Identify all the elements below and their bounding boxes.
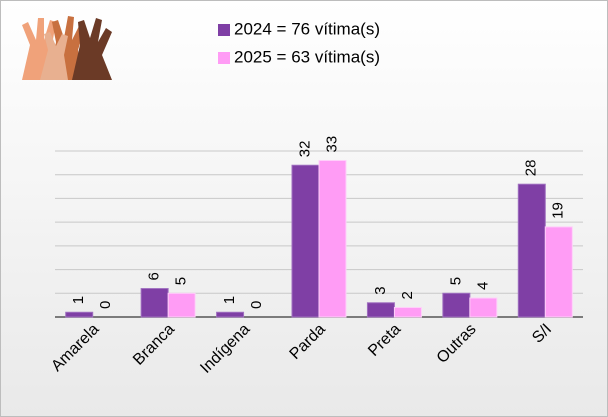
legend-swatch	[218, 52, 230, 64]
bar	[517, 183, 546, 318]
bar	[366, 302, 395, 318]
bar	[140, 288, 169, 318]
legend-swatch	[218, 24, 230, 36]
legend-label: 2024 = 76 vítima(s)	[234, 19, 380, 38]
value-label: 33	[323, 136, 340, 153]
value-label: 28	[523, 160, 540, 177]
bar	[393, 307, 422, 318]
value-label: 0	[248, 301, 265, 309]
bar	[167, 292, 196, 318]
value-label: 5	[447, 277, 464, 285]
bar	[318, 159, 347, 318]
bar	[65, 311, 94, 318]
bar	[544, 226, 573, 318]
value-label: 4	[474, 282, 491, 290]
value-label: 32	[296, 141, 313, 158]
value-label: 5	[173, 277, 190, 285]
value-label: 2	[399, 291, 416, 299]
bar	[442, 292, 471, 318]
value-label: 0	[97, 301, 114, 309]
bar	[216, 311, 245, 318]
value-label: 19	[550, 202, 567, 219]
legend-label: 2025 = 63 vítima(s)	[234, 47, 380, 66]
bar	[291, 164, 320, 318]
value-label: 6	[146, 272, 163, 280]
value-label: 1	[221, 296, 238, 304]
bar	[469, 297, 498, 318]
value-label: 1	[70, 296, 87, 304]
hands-icon	[22, 16, 112, 80]
value-label: 3	[372, 286, 389, 294]
